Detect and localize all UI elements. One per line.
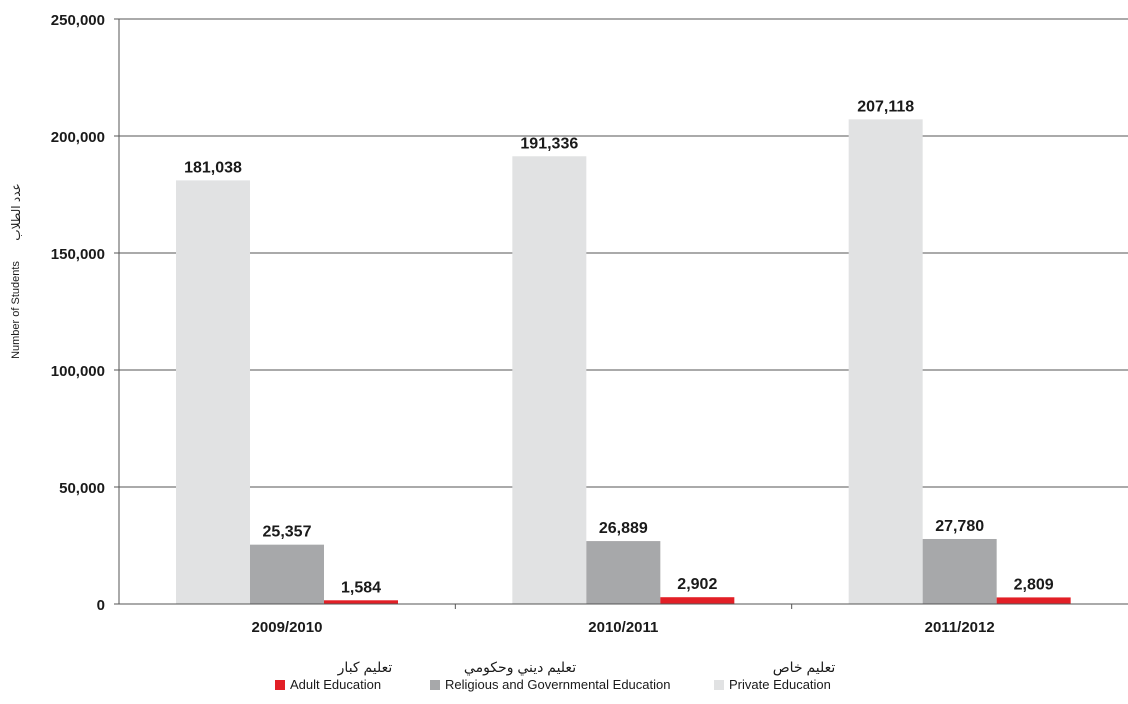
bar-0-1: [512, 156, 587, 605]
y-axis-title: Number of Students عدد الطلاب: [9, 183, 23, 359]
y-tick-label: 0: [97, 597, 105, 614]
data-label: 1,584: [341, 579, 381, 596]
axes: 0 50,000 100,000 150,000 200,000 250,000 2009/…: [51, 12, 1128, 636]
legend-swatch: [430, 680, 440, 690]
x-tick-label: 2010/2011: [588, 619, 658, 636]
legend-label-arabic: تعليم كبار: [337, 659, 393, 676]
legend-label-arabic: تعليم ديني وحكومي: [464, 659, 576, 676]
legend-label: Private Education: [729, 677, 831, 692]
gridlines: [119, 18, 1128, 488]
y-axis-label-arabic: عدد الطلاب: [9, 183, 23, 240]
bar-1-0: [250, 544, 324, 604]
legend-label-arabic: تعليم خاص: [773, 659, 836, 676]
bar-1-2: [922, 538, 997, 604]
data-label: 2,809: [1014, 576, 1054, 593]
x-tick-label: 2011/2012: [925, 619, 995, 636]
y-tick-label: 50,000: [59, 480, 105, 497]
y-axis-label: Number of Students: [10, 261, 22, 359]
bar-2-0: [324, 600, 398, 604]
y-tick-label: 200,000: [51, 129, 105, 146]
legend-label: Adult Education: [290, 677, 381, 692]
bar-1-1: [586, 541, 661, 604]
y-tick-label: 150,000: [51, 246, 105, 263]
y-tick-label: 100,000: [51, 363, 105, 380]
bar-2-2: [996, 597, 1071, 604]
data-label: 26,889: [599, 520, 648, 537]
legend-swatch: [714, 680, 724, 690]
data-label: 27,780: [935, 518, 984, 535]
bar-0-0: [176, 180, 250, 604]
data-label: 181,038: [184, 159, 242, 176]
bar-0-2: [848, 119, 923, 605]
bars: [176, 119, 1071, 605]
y-tick-label: 250,000: [51, 12, 105, 29]
data-label: 191,336: [520, 135, 578, 152]
legend-swatch: [275, 680, 285, 690]
data-label: 207,118: [857, 98, 914, 115]
data-label: 25,357: [263, 524, 312, 541]
legend-label: Religious and Governmental Education: [445, 677, 670, 692]
data-label: 2,902: [677, 576, 717, 593]
x-tick-label: 2009/2010: [252, 619, 323, 636]
bar-2-1: [660, 597, 735, 604]
data-labels: 181,038 25,357 1,584 191,336 26,889 2,902 207,…: [184, 98, 1054, 596]
